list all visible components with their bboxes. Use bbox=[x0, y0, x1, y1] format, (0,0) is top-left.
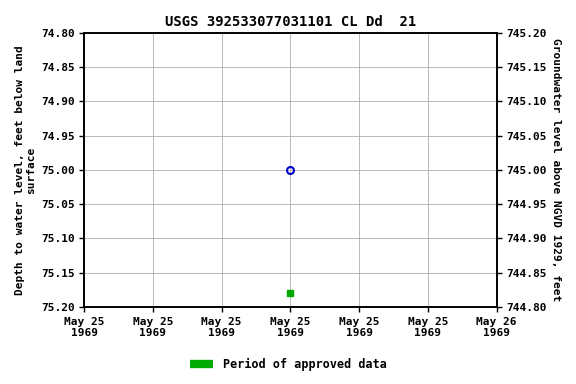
Legend: Period of approved data: Period of approved data bbox=[185, 354, 391, 376]
Title: USGS 392533077031101 CL Dd  21: USGS 392533077031101 CL Dd 21 bbox=[165, 15, 416, 29]
Y-axis label: Depth to water level, feet below land
surface: Depth to water level, feet below land su… bbox=[15, 45, 37, 295]
Y-axis label: Groundwater level above NGVD 1929, feet: Groundwater level above NGVD 1929, feet bbox=[551, 38, 561, 301]
